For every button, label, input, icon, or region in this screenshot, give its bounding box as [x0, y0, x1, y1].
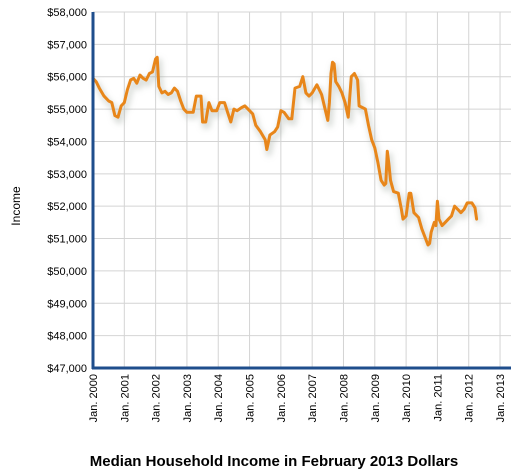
x-axis-ticks: Jan. 2000 Jan. 2001 Jan. 2002 Jan. 2003 Jan.…: [88, 374, 507, 422]
x-tick-label: Jan. 2005: [245, 374, 257, 422]
y-tick-label: $51,000: [47, 234, 87, 246]
x-tick-label: Jan. 2013: [495, 374, 507, 422]
series-line: [91, 55, 479, 247]
x-tick-label: Jan. 2002: [151, 374, 163, 422]
y-tick-label: $52,000: [47, 201, 87, 213]
x-tick-label: Jan. 2001: [119, 374, 131, 422]
y-tick-label: $54,000: [47, 136, 87, 148]
y-axis-ticks: $47,000 $48,000 $49,000 $50,000 $51,000 $52,0…: [47, 7, 87, 375]
series-layer: [91, 55, 482, 252]
x-tick-label: Jan. 2006: [276, 374, 288, 422]
y-tick-label: $47,000: [47, 363, 87, 375]
y-axis-title: Income: [9, 186, 23, 226]
y-tick-label: $55,000: [47, 104, 87, 116]
y-tick-label: $48,000: [47, 331, 87, 343]
x-tick-label: Jan. 2003: [182, 374, 194, 422]
x-tick-label: Jan. 2007: [307, 374, 319, 422]
y-tick-label: $50,000: [47, 266, 87, 278]
y-tick-label: $53,000: [47, 169, 87, 181]
chart-title: Median Household Income in February 2013…: [90, 453, 458, 470]
x-tick-label: Jan. 2010: [401, 374, 413, 422]
y-tick-label: $57,000: [47, 39, 87, 51]
y-tick-label: $49,000: [47, 298, 87, 310]
x-tick-label: Jan. 2009: [370, 374, 382, 422]
x-tick-label: Jan. 2011: [432, 374, 444, 422]
x-tick-label: Jan. 2008: [338, 374, 350, 422]
y-tick-label: $58,000: [47, 7, 87, 19]
x-tick-label: Jan. 2000: [88, 374, 100, 422]
y-tick-label: $56,000: [47, 72, 87, 84]
x-tick-label: Jan. 2004: [213, 374, 225, 422]
x-tick-label: Jan. 2012: [464, 374, 476, 422]
